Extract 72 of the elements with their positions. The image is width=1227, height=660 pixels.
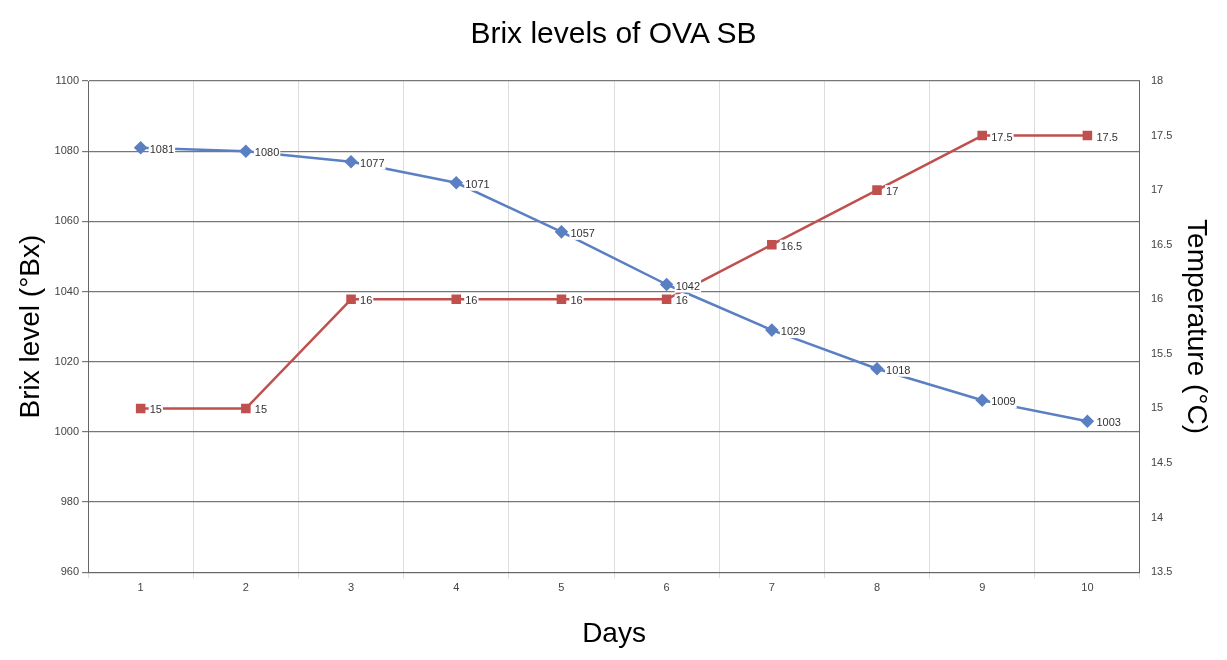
point (661, 294, 672, 305)
point (344, 155, 358, 168)
data-label: 1042 (675, 279, 701, 292)
y2-tick-label: 17 (1150, 183, 1164, 196)
point (1081, 415, 1094, 428)
y-axis-title: Brix level (°Bx) (13, 234, 45, 419)
data-label: 16 (360, 294, 373, 307)
y2-tick-label: 17.5 (1150, 128, 1173, 141)
y-tick-label: 1020 (54, 354, 80, 367)
y-tick-label: 960 (60, 565, 80, 578)
data-label: 17.5 (991, 130, 1013, 143)
point (449, 176, 463, 189)
point (346, 294, 356, 305)
y2-tick-label: 18 (1150, 74, 1164, 87)
chart-title: Brix levels of OVA SB (470, 16, 757, 50)
data-label: 15 (149, 403, 162, 416)
y2-tick-label: 15 (1150, 401, 1164, 414)
point (660, 278, 673, 291)
data-label: 1077 (360, 156, 385, 169)
y-tick-label: 1040 (54, 284, 80, 297)
point (241, 403, 251, 414)
data-label: 17 (886, 185, 899, 198)
data-label: 16 (675, 294, 688, 307)
x-tick-label: 1 (137, 580, 144, 593)
y2-tick-label: 15.5 (1150, 346, 1173, 359)
x-tick-label: 5 (558, 580, 565, 593)
x-tick-label: 3 (347, 580, 355, 593)
y-tick-label: 1000 (54, 424, 80, 437)
y2-axis-title: Temperature (°C) (1182, 219, 1214, 435)
y2-tick-label: 16.5 (1150, 237, 1173, 250)
data-label: 17.5 (1096, 130, 1118, 143)
x-tick-label: 10 (1081, 580, 1094, 593)
y-tick-label: 1100 (55, 74, 80, 87)
data-label: 1003 (1096, 416, 1121, 429)
x-tick-label: 9 (979, 580, 986, 593)
y2-tick-label: 16 (1150, 292, 1164, 305)
x-axis-title: Days (582, 616, 646, 648)
x-tick-label: 4 (453, 580, 460, 593)
x-tick-label: 6 (663, 580, 670, 593)
data-label: 16 (465, 294, 478, 307)
x-tick-label: 2 (242, 580, 249, 593)
point (239, 144, 253, 158)
point (872, 185, 882, 195)
point (977, 130, 987, 141)
data-label: 1071 (465, 177, 490, 190)
point (767, 239, 777, 250)
data-label: 1080 (254, 146, 280, 159)
x-tick-label: 7 (768, 580, 775, 593)
data-label: 16.5 (780, 239, 803, 252)
y2-tick-label: 14.5 (1150, 456, 1173, 469)
data-label: 15 (254, 403, 268, 416)
data-label: 1029 (780, 325, 806, 338)
y-tick-label: 1060 (54, 214, 80, 227)
point (555, 225, 568, 239)
point (975, 394, 989, 407)
y2-tick-label: 14 (1150, 510, 1164, 523)
point (135, 403, 146, 414)
y-tick-label: 980 (60, 495, 80, 508)
y2-tick-label: 13.5 (1150, 565, 1173, 578)
point (870, 362, 884, 375)
y-tick-label: 1080 (54, 144, 80, 157)
data-label: 1057 (570, 226, 595, 239)
data-label: 1009 (991, 395, 1016, 408)
point (134, 141, 147, 154)
data-label: 1018 (886, 363, 911, 376)
data-label: 1081 (149, 142, 175, 155)
point (765, 323, 779, 337)
x-tick-label: 8 (873, 580, 881, 593)
data-label: 16 (570, 294, 583, 307)
point (556, 294, 567, 305)
point (451, 294, 462, 305)
point (1082, 130, 1093, 141)
